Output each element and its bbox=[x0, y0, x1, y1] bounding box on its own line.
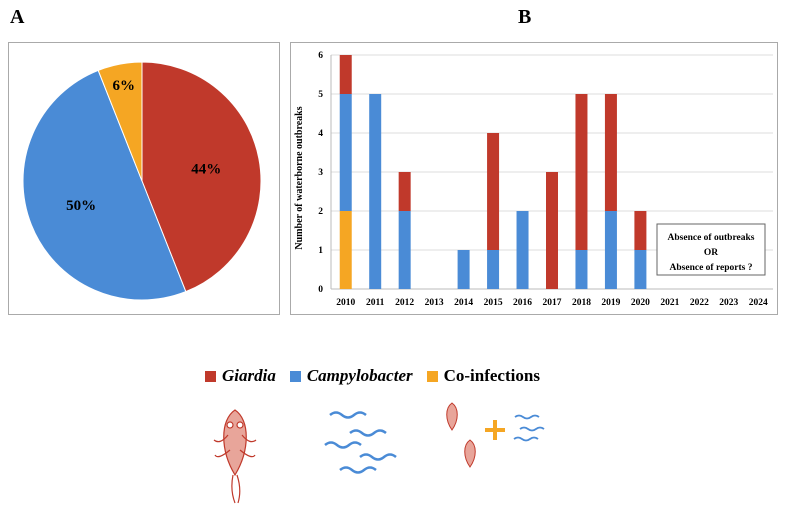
legend-swatch bbox=[289, 370, 301, 382]
legend-item-giardia: Giardia bbox=[205, 366, 276, 386]
bar-giardia-2019 bbox=[604, 94, 617, 211]
legend-label: Campylobacter bbox=[306, 366, 413, 385]
panel-label-b: B bbox=[518, 6, 532, 28]
bar-giardia-2012 bbox=[398, 172, 411, 211]
pie-slice-campylobacter bbox=[22, 69, 187, 301]
x-tick-label: 2012 bbox=[395, 298, 414, 308]
panel-label-a: A bbox=[10, 6, 25, 28]
x-tick-label: 2021 bbox=[660, 298, 679, 308]
pie-chart-frame: 44% 50% 6% bbox=[8, 42, 280, 315]
campylobacter-illustration bbox=[324, 411, 397, 474]
x-tick-label: 2022 bbox=[690, 298, 709, 308]
legend-item-coinfections: Co-infections bbox=[426, 366, 540, 386]
bar-campylobacter-2012 bbox=[398, 211, 411, 289]
legend: Giardia Campylobacter Co-infections bbox=[205, 366, 554, 386]
pie-label: 50% bbox=[66, 198, 96, 214]
bar-chart-frame: Number of waterborne outbreaks 0 1 2 3 4 5 6 20… bbox=[290, 42, 778, 315]
bar-campylobacter-2010 bbox=[339, 94, 352, 211]
bar-campylobacter-2018 bbox=[575, 250, 588, 289]
pie-slice-giardia bbox=[141, 61, 262, 293]
bar-campylobacter-2011 bbox=[369, 94, 382, 289]
annotation-line2: OR bbox=[704, 248, 718, 258]
legend-swatch bbox=[426, 370, 438, 382]
bar-giardia-2015 bbox=[487, 133, 500, 250]
x-tick-label: 2020 bbox=[631, 298, 650, 308]
legend-swatch bbox=[205, 370, 216, 382]
x-tick-label: 2017 bbox=[543, 298, 562, 308]
x-tick-label: 2014 bbox=[454, 298, 473, 308]
pie-chart: 44% 50% 6% bbox=[22, 61, 262, 301]
y-axis-label: Number of waterborne outbreaks bbox=[294, 106, 305, 249]
pie-label: 44% bbox=[191, 162, 221, 178]
annotation-line3: Absence of reports ? bbox=[670, 263, 753, 273]
bar-campylobacter-2015 bbox=[487, 250, 500, 289]
bar-campylobacter-2020 bbox=[634, 250, 647, 289]
legend-label: Co-infections bbox=[443, 366, 540, 385]
x-tick-label: 2018 bbox=[572, 298, 591, 308]
x-tick-label: 2016 bbox=[513, 298, 532, 308]
y-tick-label: 4 bbox=[318, 129, 323, 139]
bar-giardia-2010 bbox=[339, 55, 352, 94]
coinfection-illustration bbox=[446, 402, 545, 468]
y-tick-label: 2 bbox=[318, 207, 323, 217]
x-tick-label: 2011 bbox=[366, 298, 385, 308]
giardia-illustration bbox=[213, 409, 257, 504]
y-tick-label: 6 bbox=[318, 51, 323, 61]
bar-chart: Number of waterborne outbreaks 0 1 2 3 4 5 6 20… bbox=[294, 51, 773, 308]
bar-campylobacter-2019 bbox=[604, 211, 617, 289]
x-tick-label: 2015 bbox=[484, 298, 503, 308]
x-tick-label: 2023 bbox=[719, 298, 738, 308]
annotation-line1: Absence of outbreaks bbox=[668, 233, 755, 243]
y-tick-label: 5 bbox=[318, 90, 323, 100]
pie-label: 6% bbox=[112, 78, 135, 94]
bar-giardia-2020 bbox=[634, 211, 647, 250]
legend-item-campylobacter: Campylobacter bbox=[289, 366, 413, 386]
y-tick-label: 0 bbox=[318, 285, 323, 295]
y-tick-label: 3 bbox=[318, 168, 323, 178]
bar-giardia-2018 bbox=[575, 94, 588, 250]
pie-slice-co-infections bbox=[97, 61, 143, 182]
x-tick-label: 2013 bbox=[425, 298, 444, 308]
x-tick-label: 2019 bbox=[601, 298, 620, 308]
bar-giardia-2017 bbox=[546, 172, 558, 289]
illustrations bbox=[213, 402, 545, 504]
bar-campylobacter-2014 bbox=[457, 250, 470, 289]
legend-label: Giardia bbox=[222, 366, 276, 385]
y-tick-label: 1 bbox=[318, 246, 323, 256]
annotation-box bbox=[656, 223, 766, 276]
x-tick-label: 2010 bbox=[336, 298, 355, 308]
x-tick-label: 2024 bbox=[749, 298, 768, 308]
bar-co-infections-2010 bbox=[339, 211, 352, 289]
bar-campylobacter-2016 bbox=[516, 211, 529, 289]
